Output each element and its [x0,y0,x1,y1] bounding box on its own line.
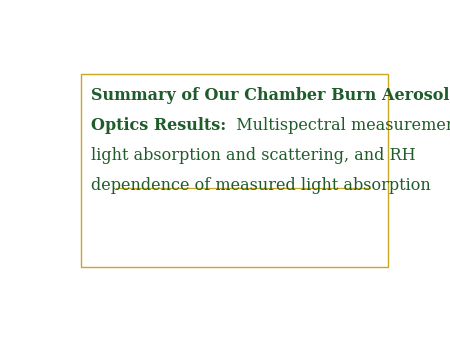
Text: dependence of measured light absorption: dependence of measured light absorption [91,177,431,194]
Bar [81,74,387,267]
Text: light absorption and scattering, and RH: light absorption and scattering, and RH [91,147,416,164]
Text: Optics Results:: Optics Results: [91,117,226,134]
Text: Summary of Our Chamber Burn Aerosol: Summary of Our Chamber Burn Aerosol [91,88,450,104]
Text: Multispectral measurements of: Multispectral measurements of [226,117,450,134]
